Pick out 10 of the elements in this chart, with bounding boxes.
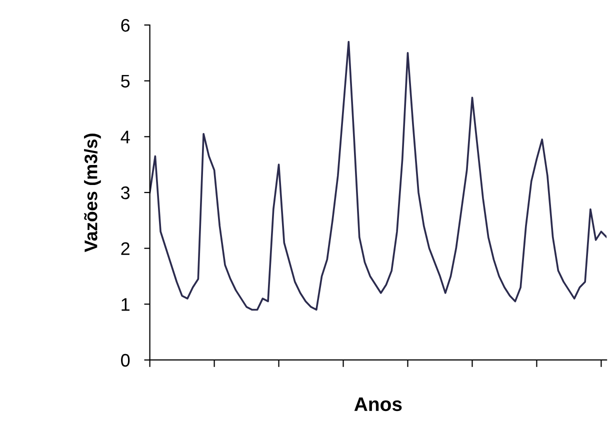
y-tick-label: 6 bbox=[121, 18, 130, 32]
y-tick-label: 3 bbox=[121, 186, 130, 200]
y-tick-label: 2 bbox=[121, 242, 130, 255]
y-tick-label: 4 bbox=[120, 130, 130, 144]
line-series bbox=[150, 40, 607, 311]
y-tick-label: 0 bbox=[121, 354, 130, 367]
y-tick-label: 1 bbox=[122, 298, 130, 311]
y-tick-label: 5 bbox=[121, 74, 130, 88]
y-axis-title: Vazões (m3/s) bbox=[84, 134, 101, 252]
x-axis-title: Anos bbox=[354, 397, 402, 412]
